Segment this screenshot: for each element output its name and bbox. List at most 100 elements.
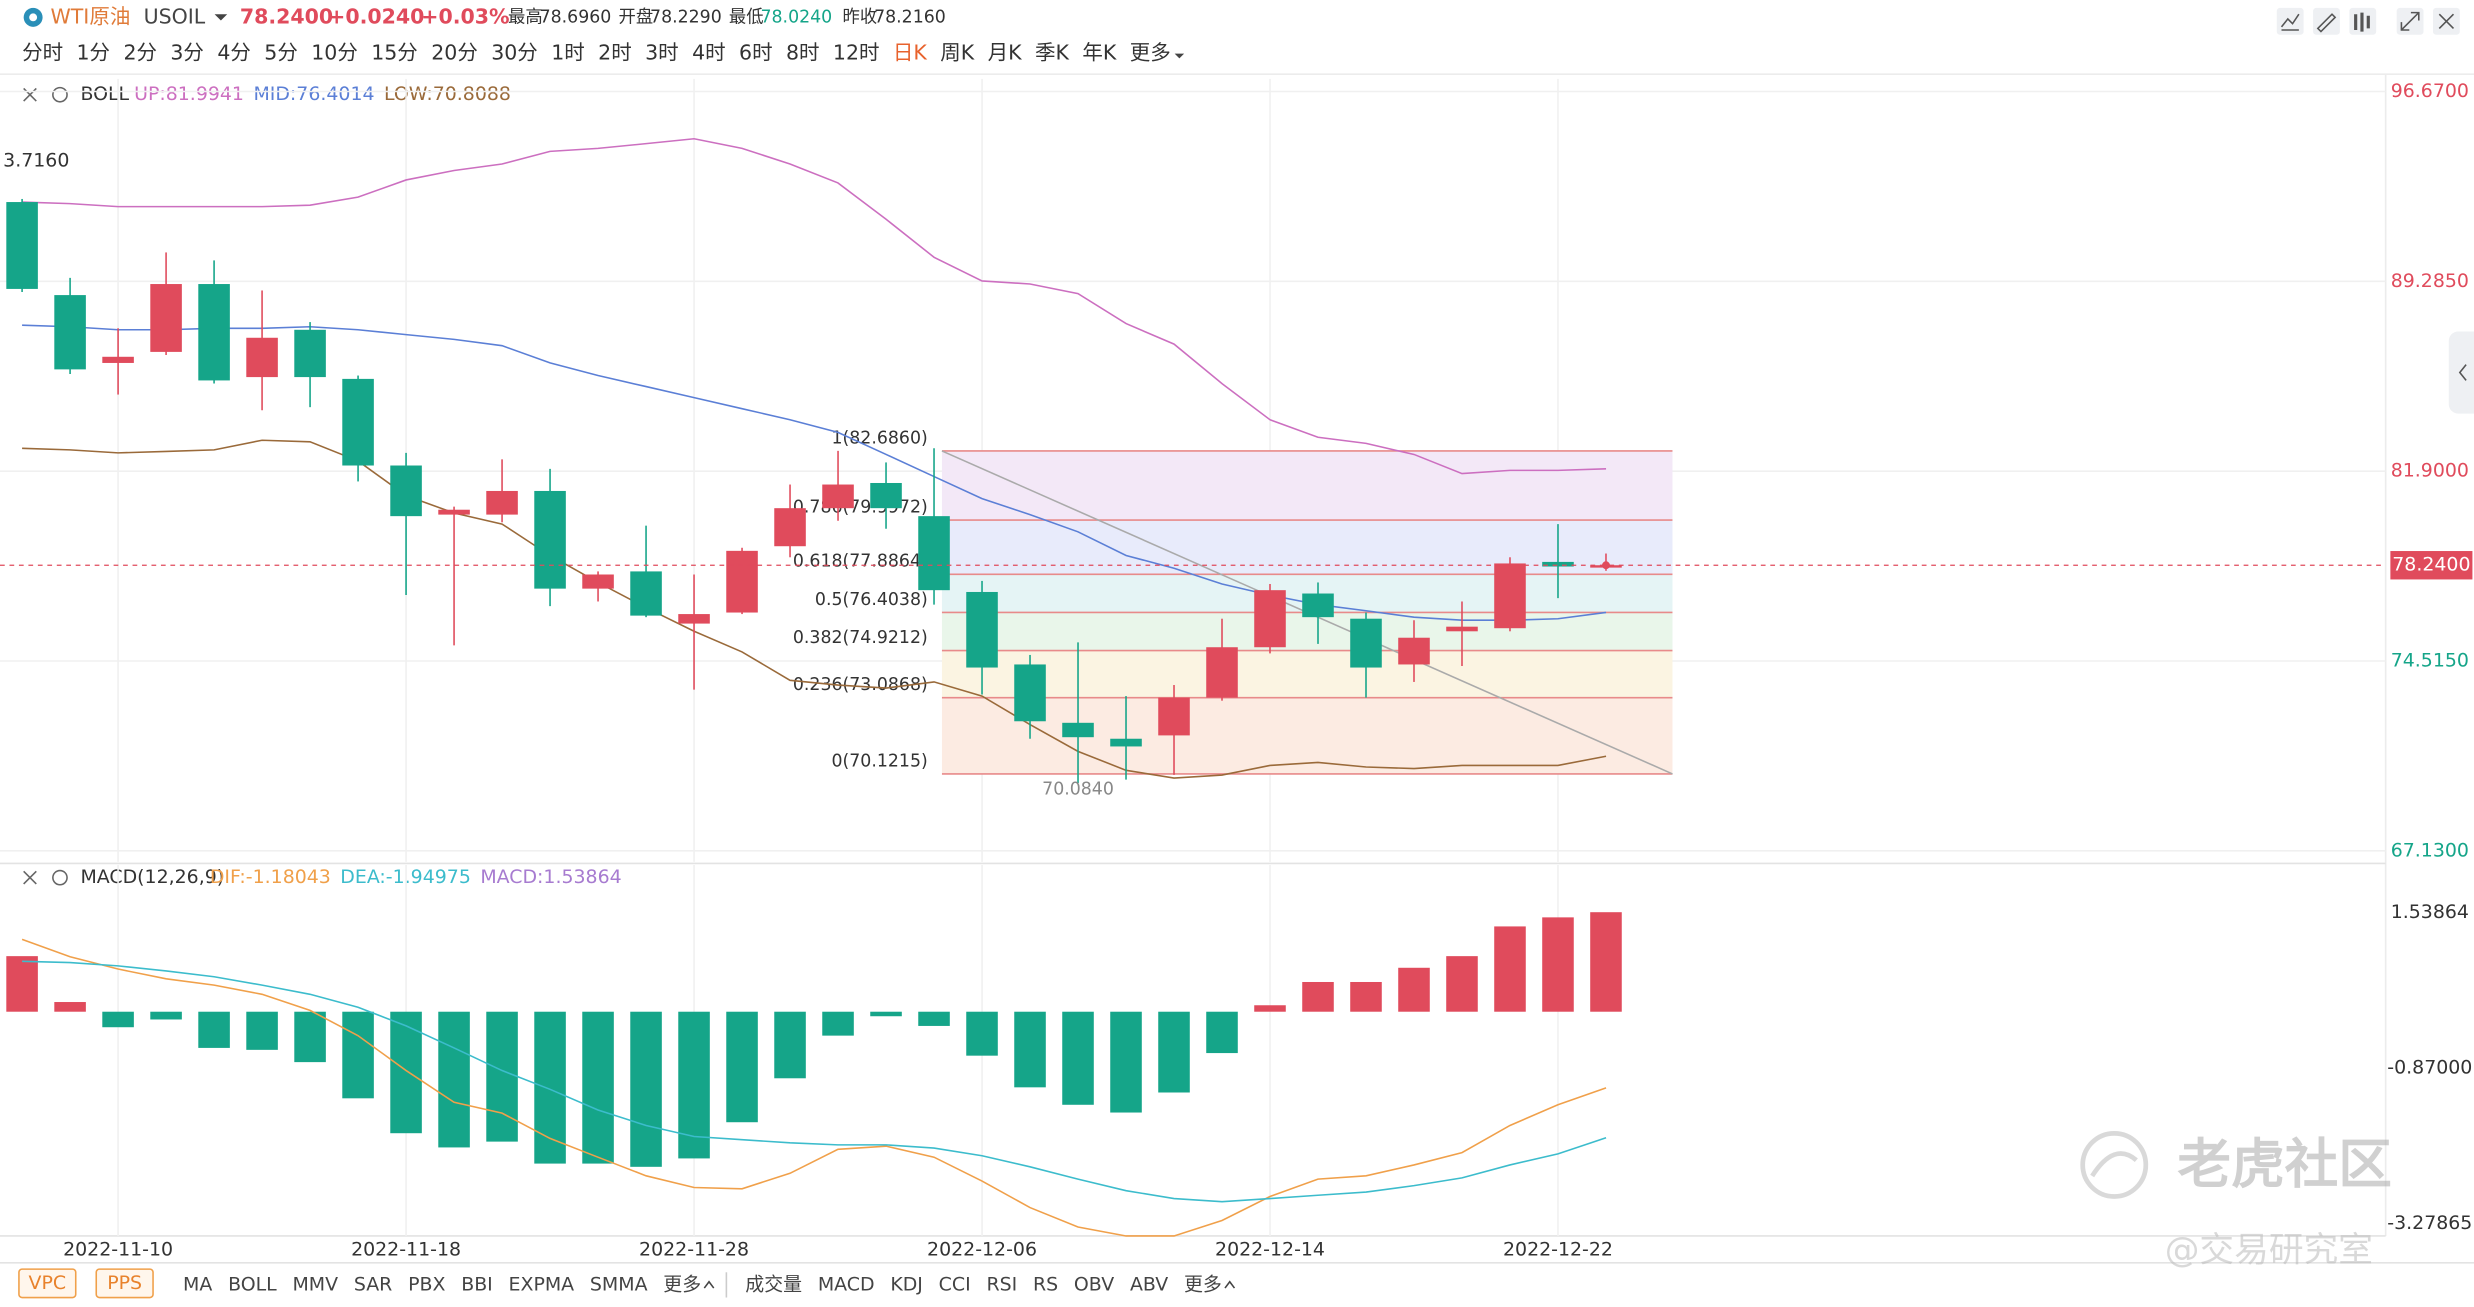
candle-body [342,378,374,466]
side-panel-icon [2458,364,2467,381]
legend-entry: MACD:1.53864 [480,866,621,888]
candle-body [582,574,614,589]
indicator-option[interactable]: ABV [1130,1273,1168,1295]
macd-bar [918,1011,950,1026]
period-option[interactable]: 12时 [833,41,880,65]
indicator-option[interactable]: KDJ [890,1273,923,1295]
period-option[interactable]: 更多 [1130,41,1171,65]
preset-button[interactable]: PPS [107,1272,142,1294]
price-change: +0.0240 [328,4,424,28]
indicator-line [22,137,1607,475]
x-tick-label: 2022-12-06 [927,1239,1037,1261]
period-option[interactable]: 1分 [76,41,110,65]
candle-body [54,295,86,370]
fib-label: 0.618(77.8864) [793,552,928,572]
close-icon [2438,13,2455,29]
candle-body [1062,722,1094,738]
indicator-option[interactable]: RSI [986,1273,1017,1295]
indicator-option[interactable]: 更多 [663,1273,701,1295]
candle-body [150,284,182,352]
macd-bar [726,1011,758,1123]
macd-bar [1350,981,1382,1012]
symbol-name[interactable]: WTI原油 [50,4,130,28]
indicator-option[interactable]: SAR [354,1273,392,1295]
indicator-option[interactable]: PBX [408,1273,445,1295]
last-price: 78.2400 [240,4,333,28]
fib-band [941,650,1673,698]
remove-indicator-icon[interactable] [23,870,37,885]
macd-bar [1110,1011,1142,1113]
watermark-brand: 老虎社区 [2177,1133,2392,1196]
candle-body [1398,637,1430,665]
indicator-settings-icon[interactable] [52,86,68,103]
indicator-option[interactable]: EXPMA [509,1273,575,1295]
macd-bar [1158,1011,1190,1093]
period-option[interactable]: 6时 [739,41,773,65]
fib-label: 0.382(74.9212) [793,628,928,648]
tool-icon [2280,13,2300,31]
macd-bar [1494,926,1526,1012]
indicator-settings-icon[interactable] [52,869,68,886]
fib-label: 0.786(79.9972) [793,497,928,517]
period-option[interactable]: 季K [1035,41,1069,65]
indicator-option[interactable]: 成交量 [745,1273,802,1295]
period-option[interactable]: 20分 [431,41,478,65]
chart-layer: UP:81.9941 MID:76.4014 LOW:70.8088 DIF:-1.1… [0,78,2473,1261]
candle-body [1350,618,1382,668]
candle-body [870,482,902,509]
y-tick-label: 1.53864 [2391,901,2469,923]
period-option[interactable]: 分时 [22,41,63,65]
indicator-option[interactable]: OBV [1074,1273,1114,1295]
candle-body [6,202,38,289]
period-option[interactable]: 4分 [217,41,251,65]
indicator-option[interactable]: RS [1033,1273,1058,1295]
macd-bar [54,1002,86,1012]
period-option[interactable]: 月K [988,41,1022,65]
symbol-code[interactable]: USOIL [144,4,206,28]
macd-bar [822,1011,854,1036]
candle-body [1254,590,1286,648]
period-option[interactable]: 周K [940,41,974,65]
indicator-option[interactable]: MMV [292,1273,338,1295]
macd-bar [1206,1011,1238,1054]
candle-body [1542,561,1574,567]
side-panel-tab[interactable] [2448,331,2474,414]
candle-body [966,591,998,668]
preset-button[interactable]: VPC [29,1272,67,1294]
macd-bar [6,956,38,1012]
candle-body [630,571,662,616]
indicator-option[interactable]: BOLL [228,1273,277,1295]
indicator-option[interactable]: MA [183,1273,212,1295]
indicator-line [22,324,1607,621]
indicator-option[interactable]: MACD [818,1273,875,1295]
period-option[interactable]: 年K [1082,41,1116,65]
candle-body [1110,738,1142,747]
period-option[interactable]: 4时 [692,41,726,65]
price-change-pct: +0.03% [421,4,509,28]
tool-button[interactable] [2313,7,2340,35]
period-option[interactable]: 1时 [551,41,585,65]
last-price-label: 78.2400 [2392,554,2470,576]
period-option[interactable]: 3时 [645,41,679,65]
period-option[interactable]: 10分 [311,41,358,65]
period-option[interactable]: 日K [893,41,927,65]
x-tick-label: 2022-12-14 [1215,1239,1325,1261]
indicator-option[interactable]: BBI [461,1273,493,1295]
period-option[interactable]: 3分 [170,41,204,65]
high-value: 78.6960 [540,7,612,27]
period-option[interactable]: 2分 [123,41,157,65]
indicator-option[interactable]: 更多 [1184,1273,1222,1295]
indicator-option[interactable]: SMMA [590,1273,648,1295]
indicator-option[interactable]: CCI [939,1273,971,1295]
period-option[interactable]: 8时 [786,41,820,65]
high-label: 最高 [508,7,543,27]
period-option[interactable]: 15分 [371,41,418,65]
period-option[interactable]: 30分 [491,41,538,65]
period-option[interactable]: 5分 [264,41,298,65]
watermark-logo [2080,1130,2149,1199]
y-tick-label: 89.2850 [2391,270,2469,292]
remove-indicator-icon[interactable] [23,87,37,102]
period-option[interactable]: 2时 [598,41,632,65]
open-label: 开盘 [619,7,654,27]
